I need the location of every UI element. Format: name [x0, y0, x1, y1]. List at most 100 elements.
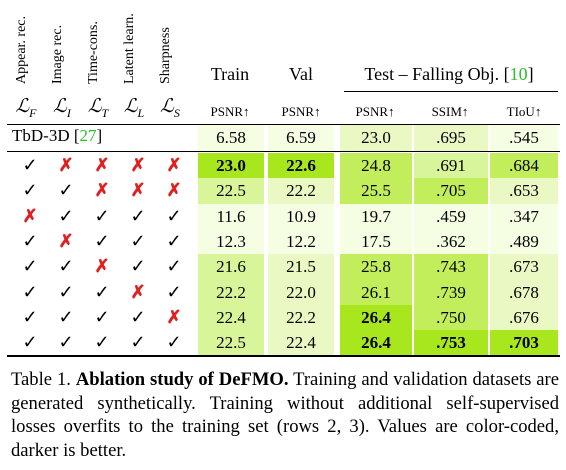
caption-title: Ablation study of DeFMO. — [75, 369, 289, 390]
check-mark-icon: ✓ — [58, 180, 74, 201]
check-mark-icon: ✓ — [166, 230, 182, 251]
check-mark-icon: ✓ — [94, 281, 110, 302]
check-mark-icon: ✓ — [58, 306, 74, 327]
cross-mark-icon: ✗ — [130, 281, 146, 302]
header-val: Val — [289, 64, 313, 84]
row-2-cell-0: 22.5 — [198, 178, 264, 205]
row-1-cell-2: 24.8 — [340, 153, 412, 179]
row-3-cell-1: 10.9 — [268, 203, 334, 230]
test-group-underline — [344, 91, 558, 92]
row-8-cell-1: 22.4 — [268, 330, 334, 357]
cross-mark-icon: ✗ — [166, 180, 182, 201]
cross-mark-icon: ✗ — [94, 155, 110, 175]
cross-mark-icon: ✗ — [94, 256, 110, 277]
row-2-cell-4: .653 — [490, 178, 558, 205]
check-mark-icon: ✓ — [166, 332, 182, 353]
metric-val-psnr: PSNR↑ — [281, 104, 321, 119]
row-7-cell-4: .676 — [490, 304, 558, 331]
baseline-row-label: TbD-3D [27] — [12, 126, 103, 145]
check-mark-icon: ✓ — [22, 281, 38, 302]
baseline-rule — [7, 151, 560, 152]
row-6-cell-3: .739 — [414, 279, 488, 306]
row-5-cell-1: 21.5 — [268, 254, 334, 281]
check-mark-icon: ✓ — [58, 332, 74, 353]
row-1-cell-0: 23.0 — [198, 153, 264, 179]
row-4-cell-3: .362 — [414, 228, 488, 255]
row-5-cell-2: 25.8 — [340, 254, 412, 281]
header-time-cons: Time-cons. — [86, 21, 101, 84]
row-6-cell-4: .678 — [490, 279, 558, 306]
row-7-cell-3: .750 — [414, 304, 488, 331]
row-1-cell-4: .684 — [490, 153, 558, 179]
row-6-cell-0: 22.2 — [198, 279, 264, 306]
baseline-cell-3: .695 — [414, 125, 488, 151]
row-8-cell-0: 22.5 — [198, 330, 264, 357]
check-mark-icon: ✓ — [166, 205, 182, 226]
cross-mark-icon: ✗ — [166, 155, 182, 175]
row-2-cell-2: 25.5 — [340, 178, 412, 205]
header-train: Train — [210, 64, 250, 84]
loss-symbol-t: ℒT — [87, 96, 109, 120]
cross-mark-icon: ✗ — [58, 230, 74, 251]
check-mark-icon: ✓ — [130, 205, 146, 226]
row-4-cell-0: 12.3 — [198, 228, 264, 255]
cross-mark-icon: ✗ — [94, 180, 110, 201]
row-7-cell-0: 22.4 — [198, 304, 264, 331]
check-mark-icon: ✓ — [94, 205, 110, 226]
check-mark-icon: ✓ — [94, 332, 110, 353]
check-mark-icon: ✓ — [130, 332, 146, 353]
header-sharpness: Sharpness — [158, 27, 173, 84]
row-3-cell-3: .459 — [414, 203, 488, 230]
header-image-rec: Image rec. — [50, 24, 65, 84]
check-mark-icon: ✓ — [130, 256, 146, 277]
cross-mark-icon: ✗ — [58, 155, 74, 175]
row-5-cell-3: .743 — [414, 254, 488, 281]
header-appear-rec: Appear. rec. — [14, 15, 29, 84]
check-mark-icon: ✓ — [94, 230, 110, 251]
check-mark-icon: ✓ — [58, 281, 74, 302]
table-caption: Table 1. Ablation study of DeFMO. Traini… — [11, 368, 559, 462]
check-mark-icon: ✓ — [22, 306, 38, 327]
row-2-cell-3: .705 — [414, 178, 488, 205]
row-1-cell-1: 22.6 — [268, 153, 334, 179]
row-4-cell-2: 17.5 — [340, 228, 412, 255]
row-5-cell-4: .673 — [490, 254, 558, 281]
row-4-cell-4: .489 — [490, 228, 558, 255]
baseline-cell-2: 23.0 — [340, 125, 412, 151]
row-8-cell-4: .703 — [490, 330, 558, 357]
check-mark-icon: ✓ — [166, 281, 182, 302]
row-4-cell-1: 12.2 — [268, 228, 334, 255]
header-rule — [7, 124, 560, 125]
metric-test-tiou: TIoU↑ — [506, 104, 542, 119]
check-mark-icon: ✓ — [166, 256, 182, 277]
check-mark-icon: ✓ — [22, 332, 38, 353]
check-mark-icon: ✓ — [58, 205, 74, 226]
baseline-cell-1: 6.59 — [268, 125, 334, 151]
metric-train-psnr: PSNR↑ — [210, 104, 250, 119]
row-3-cell-0: 11.6 — [198, 203, 264, 230]
caption-label: Table 1. — [11, 369, 71, 390]
row-8-cell-3: .753 — [414, 330, 488, 357]
metric-test-ssim: SSIM↑ — [431, 104, 469, 119]
loss-symbol-l: ℒL — [123, 96, 145, 120]
loss-symbol-s: ℒS — [160, 96, 180, 120]
baseline-cell-0: 6.58 — [198, 125, 264, 151]
bottom-rule — [7, 355, 560, 357]
row-1-cell-3: .691 — [414, 153, 488, 179]
row-6-cell-1: 22.0 — [268, 279, 334, 306]
cross-mark-icon: ✗ — [130, 155, 146, 175]
check-mark-icon: ✓ — [130, 306, 146, 327]
cross-mark-icon: ✗ — [22, 205, 38, 226]
row-8-cell-2: 26.4 — [340, 330, 412, 357]
metric-test-psnr: PSNR↑ — [355, 104, 395, 119]
row-7-cell-2: 26.4 — [340, 304, 412, 331]
check-mark-icon: ✓ — [22, 256, 38, 277]
check-mark-icon: ✓ — [22, 230, 38, 251]
row-6-cell-2: 26.1 — [340, 279, 412, 306]
row-7-cell-1: 22.2 — [268, 304, 334, 331]
row-3-cell-4: .347 — [490, 203, 558, 230]
baseline-cell-4: .545 — [490, 125, 558, 151]
header-test-falling-obj: Test – Falling Obj. [10] — [364, 64, 534, 84]
row-3-cell-2: 19.7 — [340, 203, 412, 230]
